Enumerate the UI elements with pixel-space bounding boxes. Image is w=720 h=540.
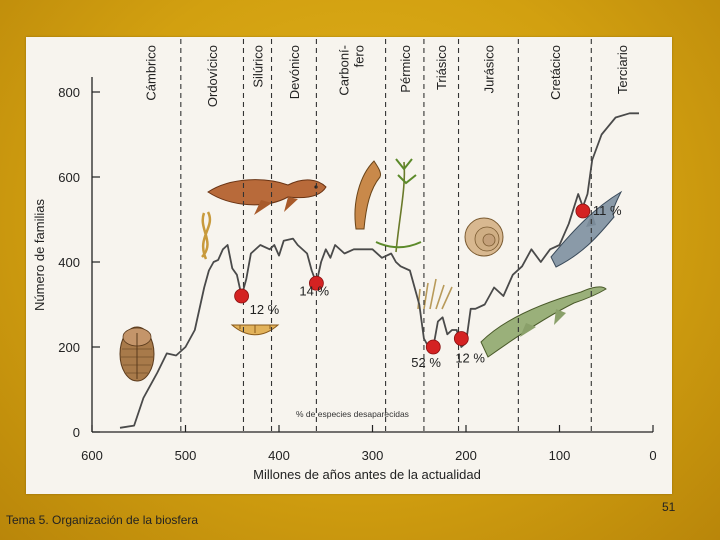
extinction-marker (425, 339, 441, 355)
period-label: Terciario (615, 45, 630, 94)
graptolite-icon (201, 211, 212, 260)
reptile-icon (480, 286, 607, 358)
period-label: Cámbrico (143, 45, 158, 101)
ammonite-icon (464, 217, 504, 257)
series-layer (119, 112, 639, 429)
y-tick-label: 0 (73, 425, 80, 440)
extinction-marker (575, 203, 591, 219)
period-label: Pérmico (398, 45, 413, 93)
extinction-label: 52 % (411, 355, 441, 370)
grass-icon (417, 278, 453, 310)
plant-icon (375, 158, 422, 253)
extinction-label: 12 % (455, 351, 485, 366)
period-label: Devónico (287, 45, 302, 99)
family-count-chart: Cámbrico Ordovícico Silúrico Devónico Carbon… (32, 39, 657, 482)
fish-icon (207, 179, 327, 215)
slide-number: 51 (662, 500, 676, 514)
x-tick-label: 300 (362, 448, 384, 463)
y-tick-label: 200 (58, 340, 80, 355)
trilobite-icon (119, 326, 155, 382)
x-tick-label: 100 (549, 448, 571, 463)
period-label: Triásico (434, 45, 449, 90)
coral-icon (354, 160, 381, 230)
x-tick-label: 200 (455, 448, 477, 463)
extinction-label: 12 % (250, 302, 280, 317)
period-label: Jurásico (481, 45, 496, 93)
y-tick-label: 800 (58, 85, 80, 100)
extinction-label: 14 % (299, 283, 329, 298)
x-axis-label: Millones de años antes de la actualidad (253, 467, 481, 482)
y-tick-label: 600 (58, 170, 80, 185)
x-tick-label: 500 (175, 448, 197, 463)
extinction-marker (308, 275, 324, 291)
extinction-events: 12 % 14 % 52 % 12 % 11 % (234, 203, 622, 370)
extinction-label: 11 % (593, 203, 622, 218)
chart-figure: Cámbrico Ordovícico Silúrico Devónico Carbon… (26, 37, 672, 494)
extinction-marker (234, 288, 250, 304)
series-line (119, 112, 639, 429)
fossil-illustrations (119, 158, 623, 382)
y-axis-label: Número de familias (32, 199, 47, 311)
period-label: fero (351, 45, 366, 67)
x-tick-label: 0 (649, 448, 656, 463)
period-labels: Cámbrico Ordovícico Silúrico Devónico Carbon… (143, 45, 630, 107)
period-label: Ordovícico (205, 45, 220, 107)
legend-note: % de especies desaparecidas (296, 409, 409, 419)
y-tick-label: 400 (58, 255, 80, 270)
x-tick-label: 400 (268, 448, 290, 463)
period-label: Silúrico (250, 45, 265, 88)
chart-axes: 0 200 400 600 800 600 500 400 300 200 100 0 (58, 77, 657, 463)
period-dividers (180, 39, 592, 432)
x-tick-label: 600 (81, 448, 103, 463)
period-label: Carboní- (336, 45, 351, 96)
footer-text: Tema 5. Organización de la biosfera (6, 513, 199, 527)
extinction-marker (453, 331, 469, 346)
period-label: Cretácico (548, 45, 563, 100)
